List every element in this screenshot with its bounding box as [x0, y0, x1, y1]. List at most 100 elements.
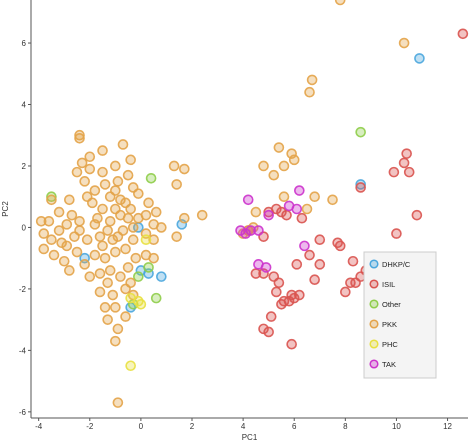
series-phc	[125, 234, 152, 372]
data-point	[299, 240, 310, 252]
data-point	[171, 231, 182, 242]
data-point	[110, 160, 121, 172]
data-point	[388, 166, 400, 178]
data-point	[283, 295, 295, 307]
data-point	[38, 243, 50, 255]
data-point	[122, 262, 134, 273]
legend-box	[363, 251, 437, 379]
data-point	[355, 179, 366, 190]
data-point	[43, 215, 55, 227]
data-point	[296, 212, 308, 224]
data-point	[38, 228, 50, 239]
data-point	[273, 142, 285, 153]
scatter-points	[35, 0, 469, 408]
data-point	[240, 228, 251, 239]
data-point	[84, 163, 96, 175]
data-point	[99, 252, 111, 264]
data-point	[35, 215, 47, 227]
data-point	[133, 212, 144, 224]
data-point	[71, 246, 83, 258]
x-tick-label: 6	[292, 422, 297, 431]
data-point	[102, 225, 113, 236]
legend-marker	[369, 299, 379, 309]
legend-marker	[369, 359, 379, 369]
data-point	[125, 154, 136, 166]
x-tick-label: 0	[139, 422, 144, 431]
x-tick-label: 8	[343, 422, 348, 431]
data-point	[294, 289, 305, 301]
data-point	[171, 179, 182, 190]
data-point	[258, 160, 269, 172]
data-point	[122, 169, 134, 181]
data-point	[457, 28, 469, 40]
x-tick-label: 2	[190, 422, 195, 431]
data-point	[398, 157, 410, 169]
y-tick-label: 4	[22, 101, 27, 110]
x-tick-label: 4	[241, 422, 246, 431]
data-point	[140, 234, 152, 246]
data-point	[288, 292, 300, 304]
legend-label: Other	[382, 300, 401, 309]
legend-marker	[369, 339, 379, 349]
data-point	[110, 246, 121, 258]
data-point	[110, 185, 121, 196]
legend-label: TAK	[382, 360, 396, 369]
legend-label: ISIL	[382, 280, 395, 289]
data-point	[112, 176, 124, 187]
data-point	[268, 169, 280, 181]
data-point	[97, 145, 108, 156]
data-point	[74, 133, 85, 144]
data-point	[87, 197, 98, 209]
data-point	[84, 271, 96, 282]
data-point	[242, 194, 254, 206]
data-point	[102, 314, 113, 325]
data-point	[64, 194, 75, 206]
y-axis-label: PC2	[1, 201, 10, 217]
data-point	[107, 234, 119, 246]
data-point	[89, 249, 101, 261]
data-point	[304, 86, 315, 98]
data-point	[122, 212, 134, 224]
data-point	[143, 262, 154, 273]
data-point	[94, 268, 106, 279]
legend-marker	[369, 259, 379, 269]
data-point	[110, 203, 121, 215]
data-point	[334, 0, 346, 6]
data-point	[130, 252, 142, 264]
data-point	[179, 163, 190, 175]
series-tak	[235, 185, 310, 273]
data-point	[125, 292, 136, 304]
data-point	[265, 311, 277, 322]
data-point	[196, 209, 208, 221]
data-point	[314, 234, 326, 246]
data-point	[97, 240, 108, 252]
data-point	[117, 139, 129, 150]
data-point	[107, 289, 119, 301]
y-tick-label: 6	[22, 39, 27, 48]
data-point	[355, 126, 366, 138]
data-point	[258, 323, 269, 335]
data-point	[291, 203, 303, 215]
x-tick-label: 10	[392, 422, 401, 431]
data-point	[276, 206, 287, 218]
data-point	[110, 335, 121, 347]
data-point	[253, 225, 264, 236]
data-point	[411, 209, 423, 221]
data-point	[120, 311, 131, 322]
data-point	[288, 154, 300, 166]
data-point	[306, 74, 318, 86]
data-point	[120, 283, 131, 295]
data-point	[350, 277, 361, 289]
data-point	[81, 234, 93, 246]
data-point	[125, 360, 136, 372]
data-point	[94, 231, 106, 242]
data-point	[286, 338, 297, 350]
data-point	[168, 160, 180, 172]
data-point	[309, 191, 320, 203]
data-point	[89, 219, 101, 230]
data-point	[347, 255, 359, 267]
data-point	[355, 182, 366, 193]
data-point	[76, 157, 88, 169]
data-point	[340, 286, 351, 298]
